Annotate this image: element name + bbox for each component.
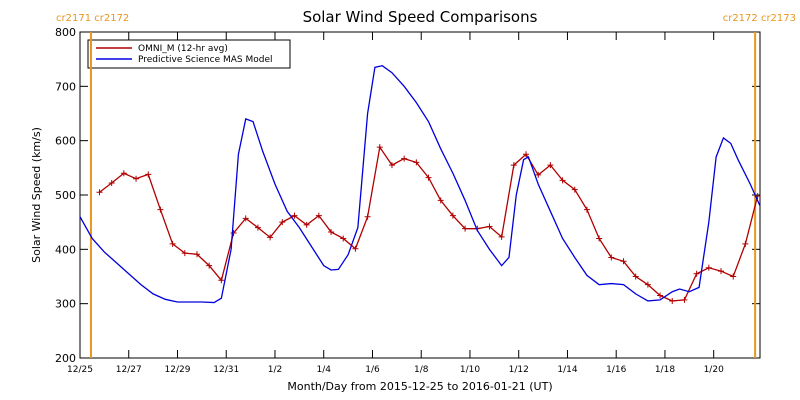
y-tick-label: 600 [55, 135, 76, 148]
y-tick-label: 700 [55, 80, 76, 93]
x-tick-label: 1/14 [557, 365, 577, 375]
data-point [535, 171, 542, 178]
data-point [133, 175, 140, 182]
data-point [644, 281, 651, 288]
data-point [730, 273, 737, 280]
data-point [449, 212, 456, 219]
y-tick-label: 200 [55, 352, 76, 365]
x-tick-label: 1/8 [414, 365, 429, 375]
data-point [742, 240, 749, 247]
data-point [254, 224, 261, 231]
data-point [328, 228, 335, 235]
chart-title: Solar Wind Speed Comparisons [303, 8, 538, 26]
data-point [303, 221, 310, 228]
data-point [437, 197, 444, 204]
data-point [267, 234, 274, 241]
data-point [413, 159, 420, 166]
data-point [583, 206, 590, 213]
data-point [340, 235, 347, 242]
y-tick-label: 800 [55, 26, 76, 39]
series-line [79, 64, 761, 304]
data-point [498, 233, 505, 240]
data-point [596, 235, 603, 242]
x-tick-label: 12/27 [116, 365, 142, 375]
data-point [693, 270, 700, 277]
series-line [99, 145, 759, 302]
data-point [608, 254, 615, 261]
x-tick-label: 1/10 [460, 365, 480, 375]
data-point [718, 268, 725, 275]
data-point [242, 215, 249, 222]
legend-label: OMNI_M (12-hr avg) [138, 44, 228, 54]
data-point [181, 250, 188, 257]
data-point [571, 186, 578, 193]
x-tick-label: 1/6 [365, 365, 380, 375]
data-point [669, 297, 676, 304]
data-point [657, 292, 664, 299]
x-axis-label: Month/Day from 2015-12-25 to 2016-01-21 … [287, 380, 552, 393]
x-tick-label: 12/25 [67, 365, 93, 375]
data-point [352, 245, 359, 252]
x-tick-label: 12/29 [165, 365, 191, 375]
data-point [632, 273, 639, 280]
y-tick-label: 300 [55, 298, 76, 311]
data-point [425, 174, 432, 181]
data-point [547, 162, 554, 169]
y-tick-label: 500 [55, 189, 76, 202]
data-point [206, 262, 213, 269]
data-point [523, 151, 530, 158]
data-point [315, 212, 322, 219]
data-point [145, 171, 152, 178]
x-tick-label: 1/4 [316, 365, 331, 375]
y-axis-label: Solar Wind Speed (km/s) [30, 127, 43, 263]
data-point [681, 296, 688, 303]
plot-frame [79, 31, 761, 359]
data-point [376, 144, 383, 151]
data-point [291, 212, 298, 219]
data-point [230, 230, 237, 237]
data-point [510, 162, 517, 169]
data-point [193, 251, 200, 258]
x-tick-label: 1/20 [704, 365, 724, 375]
legend-box [87, 39, 291, 69]
data-point [96, 189, 103, 196]
data-point [620, 258, 627, 265]
data-point [120, 170, 127, 177]
data-point [401, 155, 408, 162]
data-point [705, 264, 712, 271]
data-point [169, 240, 176, 247]
data-point [388, 162, 395, 169]
data-point [218, 277, 225, 284]
x-tick-label: 1/12 [509, 365, 529, 375]
x-tick-label: 1/2 [268, 365, 282, 375]
rotation-label: cr2171 cr2172 [56, 13, 129, 24]
data-point [108, 180, 115, 187]
data-point [486, 223, 493, 230]
x-tick-label: 1/16 [606, 365, 626, 375]
data-point [279, 219, 286, 226]
data-point [559, 177, 566, 184]
data-point [462, 225, 469, 232]
y-tick-label: 400 [55, 243, 76, 256]
legend-label: Predictive Science MAS Model [138, 55, 273, 65]
data-point [157, 206, 164, 213]
rotation-label: cr2172 cr2173 [723, 13, 796, 24]
x-tick-label: 1/18 [655, 365, 675, 375]
data-point [364, 213, 371, 220]
x-tick-label: 12/31 [213, 365, 239, 375]
